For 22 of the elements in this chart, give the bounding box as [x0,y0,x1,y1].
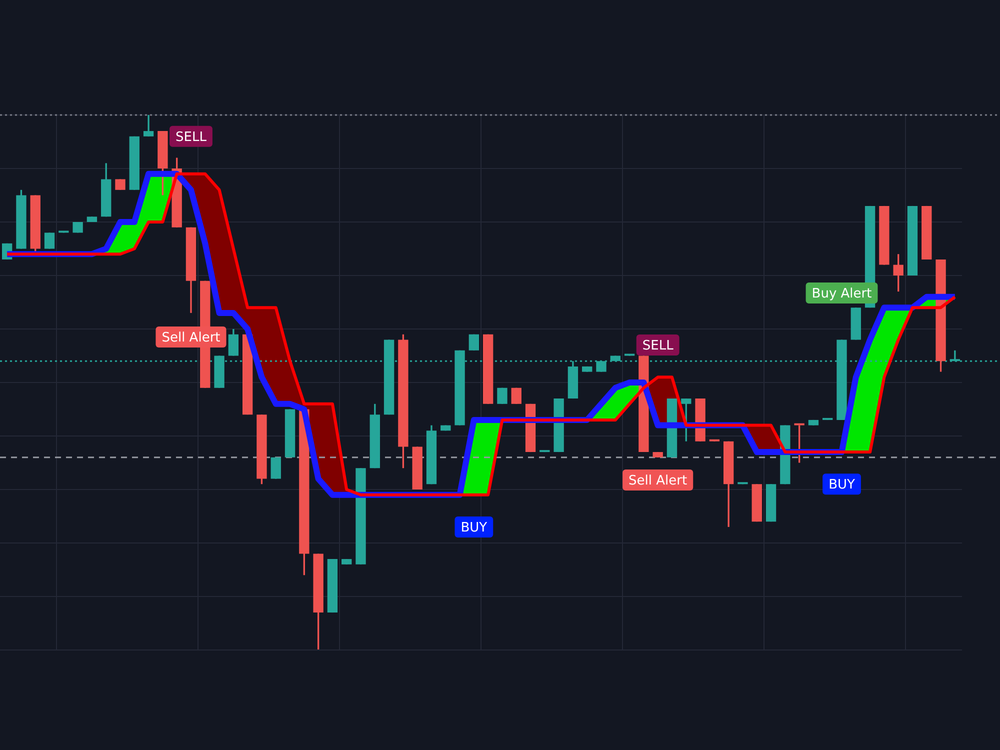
annotation: Buy Alert [812,286,872,302]
candlestick [242,334,253,415]
annotation: Sell Alert [628,473,688,488]
candlestick [482,334,494,404]
candlestick [666,398,678,458]
candlestick [808,420,819,426]
candlestick [652,452,663,458]
candlestick [327,559,338,613]
candlestick [284,409,296,458]
candlestick [907,206,918,276]
candlestick [468,334,480,350]
annotation: SELL [642,338,674,354]
candlestick [342,559,352,564]
candlestick [86,216,98,222]
candlestick [44,232,55,249]
annotation: Sell Alert [162,330,220,346]
annotation: BUY [828,478,855,493]
candlestick [115,179,126,190]
candlestick [766,484,776,522]
annotation: SELL [176,130,208,145]
annotation: BUY [460,520,488,536]
candlestick [582,366,592,372]
